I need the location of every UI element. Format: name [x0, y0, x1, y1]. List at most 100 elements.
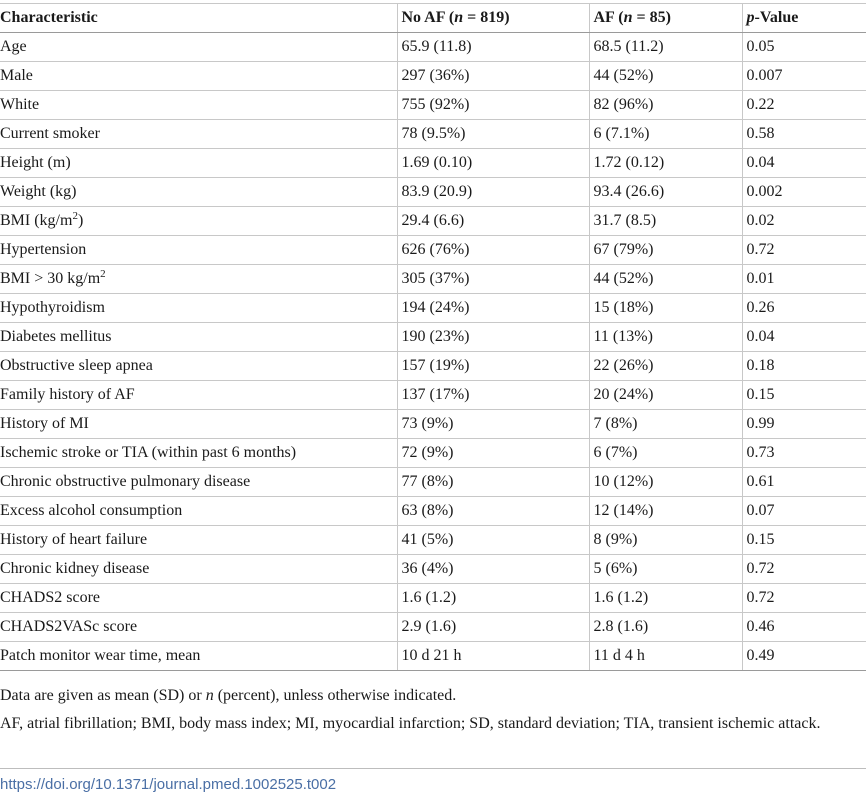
cell-no-af: 1.69 (0.10)	[396, 148, 589, 178]
header-p-value: p-Value	[741, 3, 866, 33]
table-row: Current smoker 78 (9.5%) 6 (7.1%) 0.58	[0, 119, 866, 149]
table-row: Patch monitor wear time, mean 10 d 21 h 11…	[0, 641, 866, 671]
cell-af: 1.72 (0.12)	[588, 148, 742, 178]
cell-af: 6 (7%)	[588, 438, 742, 468]
characteristic-label: Weight (kg)	[0, 183, 77, 200]
cell-characteristic: Current smoker	[0, 119, 397, 149]
characteristic-label: Family history of AF	[0, 386, 135, 403]
table-header-row: Characteristic No AF (n = 819) AF (n = 8…	[0, 3, 866, 33]
cell-p-value: 0.02	[741, 206, 866, 236]
table-row: Chronic kidney disease 36 (4%) 5 (6%) 0.72	[0, 554, 866, 584]
characteristic-label: Hypothyroidism	[0, 299, 105, 316]
characteristics-table: Characteristic No AF (n = 819) AF (n = 8…	[0, 3, 866, 671]
cell-characteristic: Patch monitor wear time, mean	[0, 641, 397, 671]
footnote-data-format: Data are given as mean (SD) or n (percen…	[0, 682, 860, 710]
header-af-prefix: AF (	[593, 9, 624, 26]
cell-no-af: 305 (37%)	[396, 264, 589, 294]
cell-characteristic: Weight (kg)	[0, 177, 397, 207]
footnote-abbreviations: AF, atrial fibrillation; BMI, body mass …	[0, 715, 821, 732]
footer-divider	[0, 768, 866, 769]
characteristic-label: History of heart failure	[0, 531, 148, 548]
characteristic-label: Ischemic stroke or TIA (within past 6 mo…	[0, 444, 297, 461]
cell-af: 15 (18%)	[588, 293, 742, 323]
header-no-af-prefix: No AF (	[401, 9, 455, 26]
cell-characteristic: Chronic obstructive pulmonary disease	[0, 467, 397, 497]
table-row: CHADS2 score 1.6 (1.2) 1.6 (1.2) 0.72	[0, 583, 866, 613]
characteristic-label: Patch monitor wear time, mean	[0, 647, 201, 664]
cell-af: 82 (96%)	[588, 90, 742, 120]
table-row: White 755 (92%) 82 (96%) 0.22	[0, 90, 866, 120]
cell-characteristic: Ischemic stroke or TIA (within past 6 mo…	[0, 438, 397, 468]
footnote-line1-n: n	[205, 687, 214, 704]
cell-af: 1.6 (1.2)	[588, 583, 742, 613]
characteristic-label: Diabetes mellitus	[0, 328, 112, 345]
cell-characteristic: Height (m)	[0, 148, 397, 178]
table-row: Excess alcohol consumption 63 (8%) 12 (14%…	[0, 496, 866, 526]
cell-characteristic: History of MI	[0, 409, 397, 439]
table-row: Chronic obstructive pulmonary disease 77 …	[0, 467, 866, 497]
doi-link[interactable]: https://doi.org/10.1371/journal.pmed.100…	[0, 776, 337, 793]
cell-af: 44 (52%)	[588, 61, 742, 91]
characteristic-label: History of MI	[0, 415, 89, 432]
table-row: History of heart failure 41 (5%) 8 (9%) 0.1…	[0, 525, 866, 555]
cell-no-af: 72 (9%)	[396, 438, 589, 468]
cell-p-value: 0.72	[741, 554, 866, 584]
cell-p-value: 0.61	[741, 467, 866, 497]
cell-af: 20 (24%)	[588, 380, 742, 410]
cell-p-value: 0.26	[741, 293, 866, 323]
table-row: History of MI 73 (9%) 7 (8%) 0.99	[0, 409, 866, 439]
characteristic-label: Male	[0, 67, 33, 84]
cell-p-value: 0.99	[741, 409, 866, 439]
cell-p-value: 0.007	[741, 61, 866, 91]
characteristic-label-after: )	[77, 212, 84, 229]
table-row: Hypertension 626 (76%) 67 (79%) 0.72	[0, 235, 866, 265]
characteristic-label: Height (m)	[0, 154, 71, 171]
cell-p-value: 0.002	[741, 177, 866, 207]
cell-no-af: 10 d 21 h	[396, 641, 589, 671]
header-af-suffix: = 85)	[632, 9, 671, 26]
cell-af: 5 (6%)	[588, 554, 742, 584]
header-no-af: No AF (n = 819)	[396, 3, 589, 33]
cell-p-value: 0.01	[741, 264, 866, 294]
cell-p-value: 0.18	[741, 351, 866, 381]
cell-no-af: 29.4 (6.6)	[396, 206, 589, 236]
table-row: Hypothyroidism 194 (24%) 15 (18%) 0.26	[0, 293, 866, 323]
header-no-af-suffix: = 819)	[463, 9, 510, 26]
characteristic-label: White	[0, 96, 40, 113]
footnote-line1-prefix: Data are given as mean (SD) or	[0, 687, 206, 704]
header-p-rest: -Value	[754, 9, 799, 26]
characteristic-label: BMI (kg/m	[0, 212, 73, 229]
cell-no-af: 2.9 (1.6)	[396, 612, 589, 642]
cell-af: 22 (26%)	[588, 351, 742, 381]
table-row: Age 65.9 (11.8) 68.5 (11.2) 0.05	[0, 32, 866, 62]
cell-no-af: 157 (19%)	[396, 351, 589, 381]
cell-af: 44 (52%)	[588, 264, 742, 294]
cell-p-value: 0.15	[741, 525, 866, 555]
characteristic-label: Age	[0, 38, 27, 55]
cell-p-value: 0.58	[741, 119, 866, 149]
cell-characteristic: Male	[0, 61, 397, 91]
cell-af: 7 (8%)	[588, 409, 742, 439]
cell-p-value: 0.04	[741, 322, 866, 352]
cell-p-value: 0.15	[741, 380, 866, 410]
cell-af: 11 d 4 h	[588, 641, 742, 671]
cell-no-af: 73 (9%)	[396, 409, 589, 439]
cell-af: 6 (7.1%)	[588, 119, 742, 149]
cell-af: 11 (13%)	[588, 322, 742, 352]
cell-no-af: 1.6 (1.2)	[396, 583, 589, 613]
cell-p-value: 0.46	[741, 612, 866, 642]
cell-no-af: 626 (76%)	[396, 235, 589, 265]
cell-no-af: 65.9 (11.8)	[396, 32, 589, 62]
header-af-n: n	[623, 9, 633, 26]
cell-characteristic: Hypertension	[0, 235, 397, 265]
cell-p-value: 0.73	[741, 438, 866, 468]
cell-characteristic: BMI > 30 kg/m2	[0, 264, 397, 294]
table-row: Ischemic stroke or TIA (within past 6 mo…	[0, 438, 866, 468]
cell-characteristic: Diabetes mellitus	[0, 322, 397, 352]
cell-p-value: 0.72	[741, 235, 866, 265]
table-row: Diabetes mellitus 190 (23%) 11 (13%) 0.04	[0, 322, 866, 352]
cell-no-af: 190 (23%)	[396, 322, 589, 352]
cell-characteristic: CHADS2 score	[0, 583, 397, 613]
cell-af: 12 (14%)	[588, 496, 742, 526]
cell-af: 67 (79%)	[588, 235, 742, 265]
